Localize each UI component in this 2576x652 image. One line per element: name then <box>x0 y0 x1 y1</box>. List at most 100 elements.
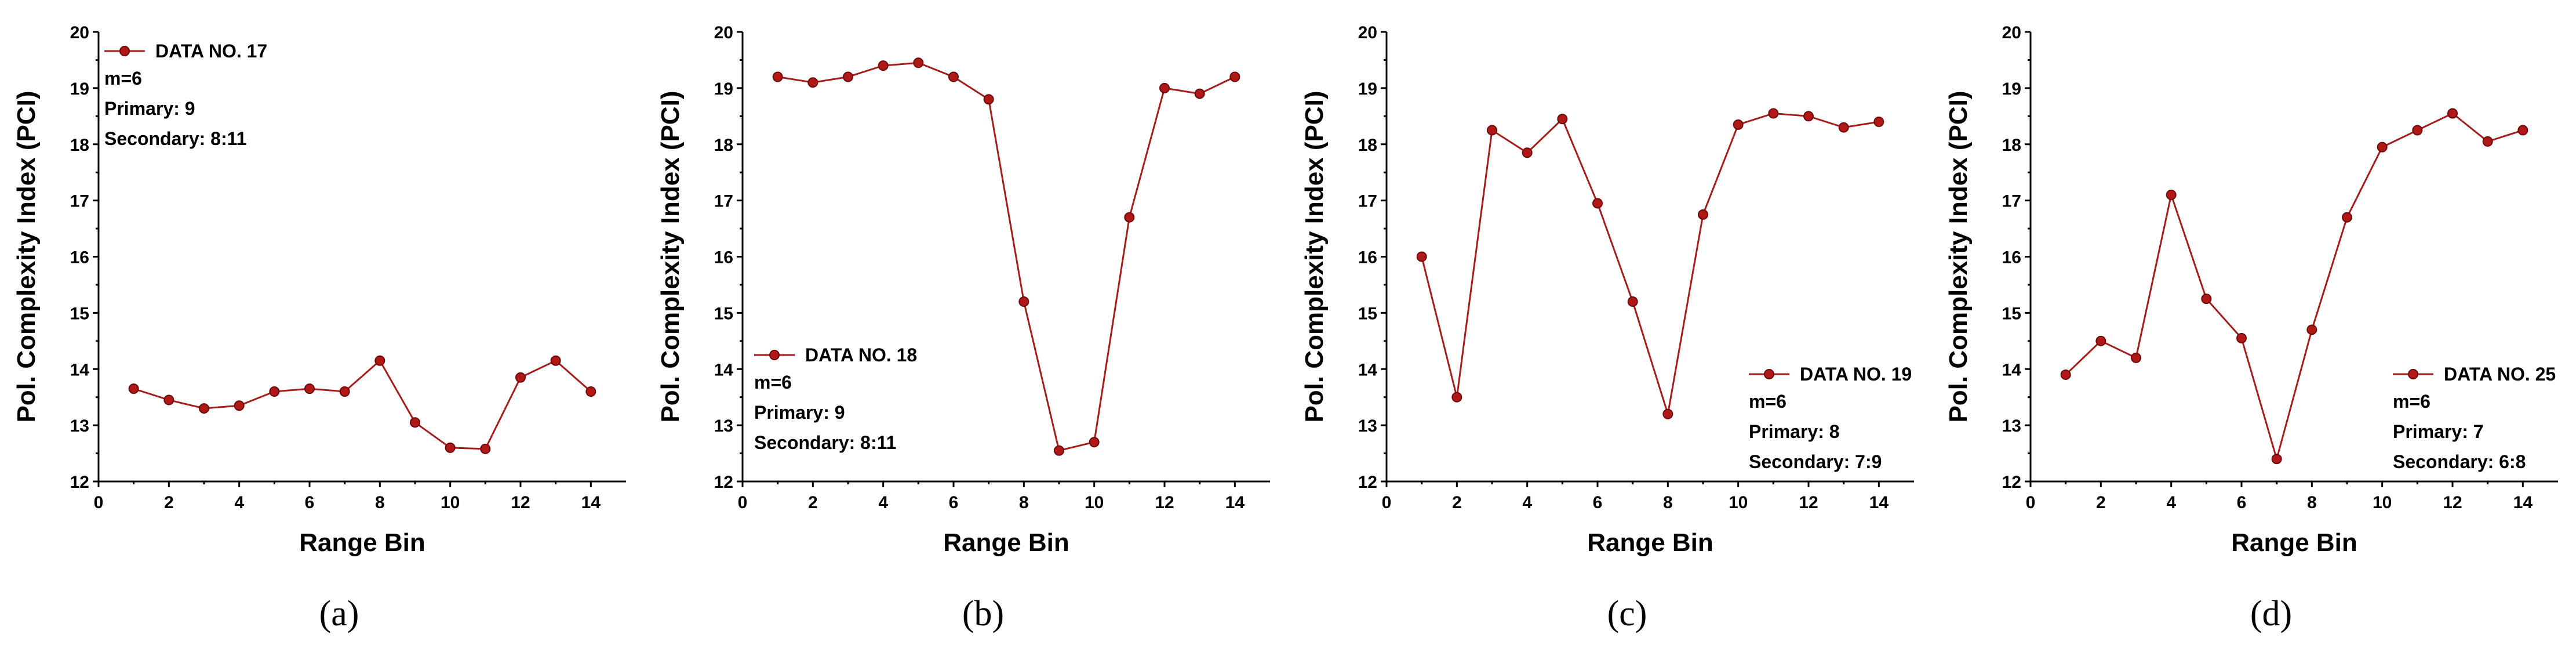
chart-panel-3: 0 2 4 6 8 10 12 14 12 13 14 15 16 17 18 19 20 Range Bin Po… <box>1288 0 1932 652</box>
data-point <box>2201 294 2212 305</box>
y-tick-label: 16 <box>2002 248 2021 267</box>
x-tick-label: 4 <box>234 493 244 512</box>
x-tick-label: 0 <box>738 493 748 512</box>
y-tick-label: 17 <box>714 192 733 211</box>
legend-marker <box>1764 369 1774 379</box>
series-line <box>133 359 592 450</box>
data-point <box>1451 392 1462 403</box>
legend-line-text: m=6 <box>2393 391 2431 412</box>
legend-series-name: DATA NO. 25 <box>2444 364 2556 385</box>
x-tick-label: 8 <box>1663 493 1673 512</box>
legend-line-text: m=6 <box>1749 391 1787 412</box>
x-tick-label: 8 <box>1019 493 1029 512</box>
data-point <box>1089 437 1100 448</box>
y-tick-label: 15 <box>70 304 89 323</box>
data-point <box>1416 251 1427 262</box>
y-axis-label: Pol. Complexity Index (PCI) <box>1300 90 1329 422</box>
legend-marker <box>119 46 130 56</box>
legend-series-name: DATA NO. 17 <box>155 41 267 61</box>
legend-line-text: Secondary: 8:11 <box>104 128 246 149</box>
x-tick-label: 10 <box>441 493 460 512</box>
legend-line-text: m=6 <box>754 372 792 393</box>
x-tick-label: 10 <box>1729 493 1748 512</box>
chart-panel-1: 0 2 4 6 8 10 12 14 12 13 14 15 16 17 18 19 20 Range Bin Po… <box>0 0 644 652</box>
data-point <box>2095 335 2106 346</box>
data-point <box>585 386 596 397</box>
data-point <box>1487 125 1497 136</box>
series-line <box>777 61 1235 452</box>
data-point <box>163 394 174 405</box>
data-point <box>1522 147 1533 158</box>
legend-line-text: Secondary: 7:9 <box>1749 451 1882 472</box>
chart-panel-2: 0 2 4 6 8 10 12 14 12 13 14 15 16 17 18 19 20 Range Bin Po… <box>644 0 1288 652</box>
data-point <box>1557 114 1568 125</box>
data-point <box>1124 212 1135 223</box>
legend-line-text: m=6 <box>104 68 142 89</box>
y-tick-label: 13 <box>2002 416 2021 436</box>
data-point <box>1229 71 1240 82</box>
x-tick-label: 10 <box>2373 493 2392 512</box>
data-point <box>948 71 959 82</box>
y-tick-label: 20 <box>70 23 89 42</box>
x-tick-label: 12 <box>511 493 530 512</box>
y-tick-label: 13 <box>70 416 89 436</box>
data-point <box>1159 82 1170 93</box>
data-point <box>1194 88 1205 99</box>
x-tick-label: 12 <box>2443 493 2462 512</box>
y-tick-label: 16 <box>714 248 733 267</box>
y-tick-label: 14 <box>2002 360 2022 379</box>
legend-line-text: Primary: 9 <box>104 98 195 119</box>
data-point <box>878 60 889 71</box>
legend-series-name: DATA NO. 19 <box>1800 364 1912 385</box>
y-tick-label: 14 <box>714 360 734 379</box>
chart-svg: 0 2 4 6 8 10 12 14 12 13 14 15 16 17 18 19 20 Range Bin Po… <box>12 23 626 633</box>
y-tick-label: 17 <box>1358 192 1377 211</box>
y-tick-label: 14 <box>70 360 90 379</box>
y-tick-label: 12 <box>70 473 89 492</box>
y-tick-label: 18 <box>714 136 733 155</box>
y-tick-label: 19 <box>70 79 89 99</box>
y-tick-label: 15 <box>714 304 733 323</box>
y-axis-label: Pol. Complexity Index (PCI) <box>656 90 685 422</box>
data-point <box>772 71 783 82</box>
data-point <box>2377 142 2388 153</box>
x-tick-label: 8 <box>375 493 385 512</box>
data-point <box>2447 108 2458 119</box>
x-tick-label: 6 <box>1593 493 1603 512</box>
y-tick-label: 15 <box>1358 304 1377 323</box>
data-point <box>269 386 280 397</box>
panel-label: (a) <box>319 594 359 633</box>
legend-line-text: Secondary: 6:8 <box>2393 451 2526 472</box>
data-point <box>913 57 924 68</box>
y-tick-label: 12 <box>2002 473 2021 492</box>
data-point <box>1018 296 1029 307</box>
y-tick-label: 20 <box>2002 23 2021 42</box>
data-point <box>1733 119 1744 130</box>
legend-series-name: DATA NO. 18 <box>805 345 917 365</box>
x-tick-label: 4 <box>2166 493 2176 512</box>
y-tick-label: 16 <box>70 248 89 267</box>
x-tick-label: 14 <box>1869 493 1889 512</box>
data-point <box>445 442 456 453</box>
y-tick-label: 20 <box>1358 23 1377 42</box>
data-point <box>1873 117 1884 127</box>
y-axis-label: Pol. Complexity Index (PCI) <box>12 90 41 422</box>
data-point <box>339 386 350 397</box>
data-point <box>234 400 245 411</box>
x-tick-label: 12 <box>1799 493 1818 512</box>
data-point <box>199 403 209 414</box>
x-tick-label: 2 <box>1452 493 1462 512</box>
legend: DATA NO. 19 m=6 Primary: 8 Secondary: 7:9 <box>1749 364 1912 472</box>
data-point <box>1838 122 1849 133</box>
data-point <box>1662 408 1673 419</box>
panel-label: (d) <box>2250 594 2292 633</box>
x-tick-label: 2 <box>164 493 174 512</box>
data-point <box>2306 324 2317 335</box>
data-point <box>2412 125 2423 136</box>
data-point <box>2517 125 2528 136</box>
data-point <box>2482 136 2493 147</box>
y-tick-label: 12 <box>714 473 733 492</box>
legend-marker <box>2408 369 2418 379</box>
y-tick-label: 16 <box>1358 248 1377 267</box>
